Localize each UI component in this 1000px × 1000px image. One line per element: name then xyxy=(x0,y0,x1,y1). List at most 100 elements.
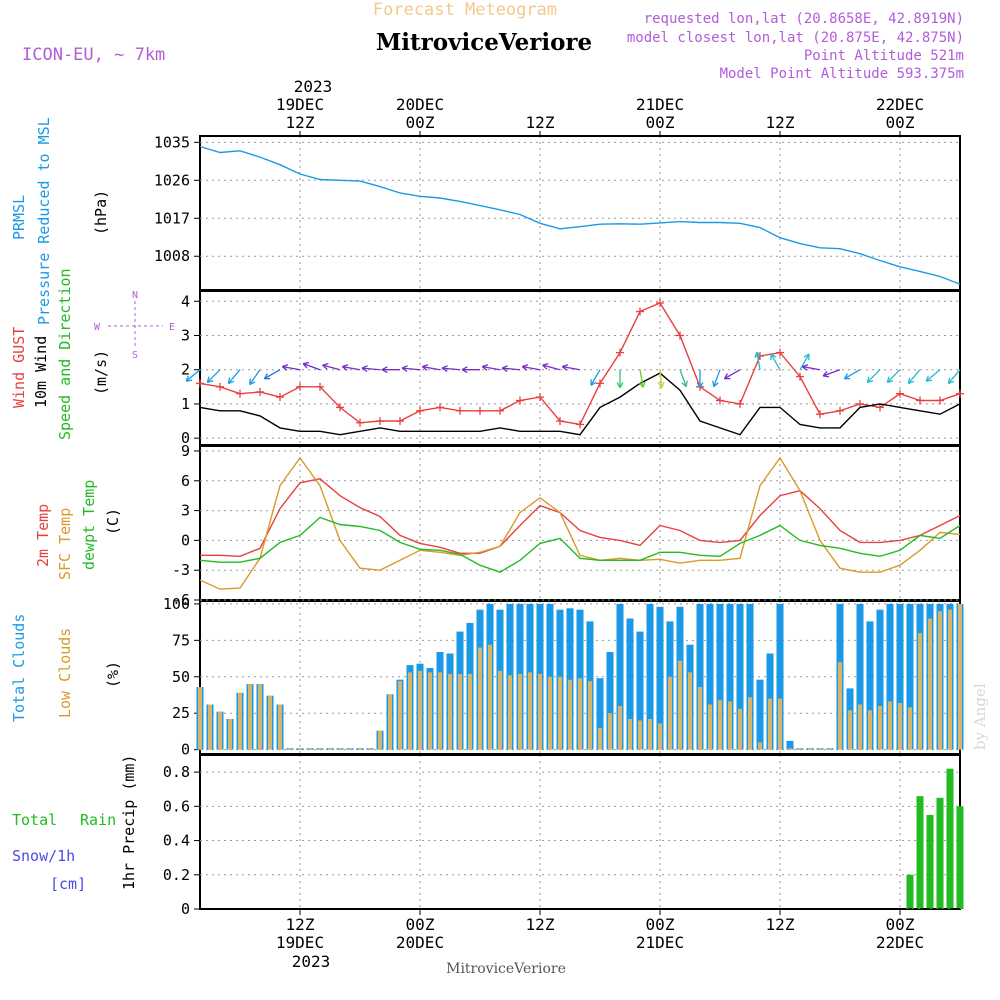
wind-gust-line xyxy=(199,302,961,426)
y-tick-label: 1017 xyxy=(154,209,190,227)
wind-arrow xyxy=(659,369,663,388)
wind-arrowhead xyxy=(461,366,468,371)
wind-arrowhead xyxy=(699,382,704,389)
temp-dewpt-label: dewpt Temp xyxy=(80,480,98,570)
y-tick-label: 0 xyxy=(181,429,190,447)
wind-arrowhead xyxy=(322,364,328,370)
wind-arrowhead xyxy=(803,353,810,358)
temperature-chart: -6 -3 0 3 6 9 xyxy=(172,442,961,609)
total-cloud-bar xyxy=(726,603,734,750)
y-tick-label: 1026 xyxy=(154,171,190,189)
compass-e: E xyxy=(169,322,175,333)
wind-arrowhead xyxy=(322,362,329,366)
temp-unit: (C) xyxy=(104,508,122,535)
wind-arrowhead xyxy=(481,366,488,371)
wind-arrowhead xyxy=(282,364,289,368)
wind-arrow xyxy=(482,365,501,371)
top-year-label: 2023 xyxy=(294,77,333,96)
low-cloud-bar xyxy=(468,673,472,750)
wind-arrowhead xyxy=(822,370,828,377)
total-cloud-bar xyxy=(906,603,914,750)
rain-label: Rain xyxy=(80,811,116,829)
y-tick-label: 0.2 xyxy=(163,866,190,884)
y-tick-label: 0 xyxy=(181,531,190,549)
wind-arrow xyxy=(756,351,761,370)
wind-arrowhead xyxy=(562,364,569,368)
wind-arrowhead xyxy=(638,382,644,388)
wind-arrowhead xyxy=(685,380,688,387)
total-cloud-bar xyxy=(856,603,864,750)
top-hour-label: 00Z xyxy=(406,113,435,132)
wind-arrow xyxy=(227,369,241,384)
wind-arrowhead xyxy=(461,369,468,374)
low-cloud-bar xyxy=(558,676,562,750)
top-hour-label: 12Z xyxy=(286,113,315,132)
temp-sfc-label: SFC Temp xyxy=(56,508,74,580)
bottom-date-label: 20DEC xyxy=(396,933,444,952)
low-cloud-bar xyxy=(698,687,702,750)
rain-bar xyxy=(946,768,954,909)
wind-arrow xyxy=(886,369,901,383)
low-cloud-bar xyxy=(678,660,682,750)
top-date-label: 21DEC xyxy=(636,95,684,114)
wind-10m-label: 10m Wind xyxy=(32,336,50,408)
wind-arrowhead xyxy=(561,366,568,371)
wind-arrowhead xyxy=(501,367,508,373)
low-cloud-bar xyxy=(348,748,352,750)
wind-arrowhead xyxy=(801,366,808,371)
wind-arrow xyxy=(302,362,321,371)
low-cloud-bar xyxy=(438,672,442,750)
low-cloud-bar xyxy=(548,676,552,750)
total-cloud-bar xyxy=(746,603,754,750)
total-clouds-label: Total Clouds xyxy=(10,614,28,722)
low-cloud-bar xyxy=(688,672,692,750)
low-clouds-label: Low Clouds xyxy=(56,628,74,718)
total-cloud-bar xyxy=(546,603,554,750)
y-tick-label: 9 xyxy=(181,442,190,460)
low-cloud-bar xyxy=(668,676,672,750)
wind-arrowhead xyxy=(887,380,894,384)
total-cloud-bar xyxy=(736,603,744,750)
wind-arrowhead xyxy=(482,364,489,368)
wind-arrow xyxy=(249,369,261,385)
wind-arrow xyxy=(402,367,421,371)
low-cloud-bar xyxy=(528,672,532,750)
low-cloud-bar xyxy=(908,707,912,750)
y-tick-label: 0.6 xyxy=(163,797,190,815)
wind-arrowhead xyxy=(866,376,870,383)
total-cloud-bar xyxy=(566,608,574,750)
low-cloud-bar xyxy=(738,708,742,750)
wind-arrowhead xyxy=(381,366,388,371)
wind-arrow xyxy=(822,369,841,377)
wind-arrowhead xyxy=(754,351,758,358)
y-tick-label: 50 xyxy=(172,668,190,686)
wind-arrow xyxy=(590,369,601,386)
y-tick-label: -3 xyxy=(172,561,190,579)
watermark: by Angel xyxy=(971,683,989,750)
bottom-year-label: 2023 xyxy=(292,952,331,971)
wind-arrowhead xyxy=(642,381,646,388)
wind-arrowhead xyxy=(926,379,933,382)
wind-arrow xyxy=(282,365,301,371)
wind-arrowhead xyxy=(713,382,719,388)
y-tick-label: 6 xyxy=(181,472,190,490)
panels: 100810171026103501234-6-3036902550751000… xyxy=(154,133,964,918)
low-cloud-bar xyxy=(298,748,302,750)
wind-arrow xyxy=(639,369,644,388)
wind-arrow xyxy=(542,364,561,371)
wind-arrowhead xyxy=(802,364,809,368)
cloud-unit: (%) xyxy=(104,661,122,688)
low-cloud-bar xyxy=(318,748,322,750)
low-cloud-bar xyxy=(918,633,922,750)
wind-arrowhead xyxy=(186,379,193,382)
wind-arrowhead xyxy=(723,373,729,380)
wind-arrow xyxy=(713,369,721,387)
top-hour-label: 12Z xyxy=(526,113,555,132)
temp-dewpt-line xyxy=(199,516,961,573)
bottom-hour-label: 12Z xyxy=(286,915,315,934)
bottom-hour-label: 12Z xyxy=(766,915,795,934)
requested-coords: requested lon,lat (20.8658E, 42.8919N) xyxy=(644,11,964,27)
low-cloud-bar xyxy=(458,673,462,750)
low-cloud-bar xyxy=(748,697,752,750)
